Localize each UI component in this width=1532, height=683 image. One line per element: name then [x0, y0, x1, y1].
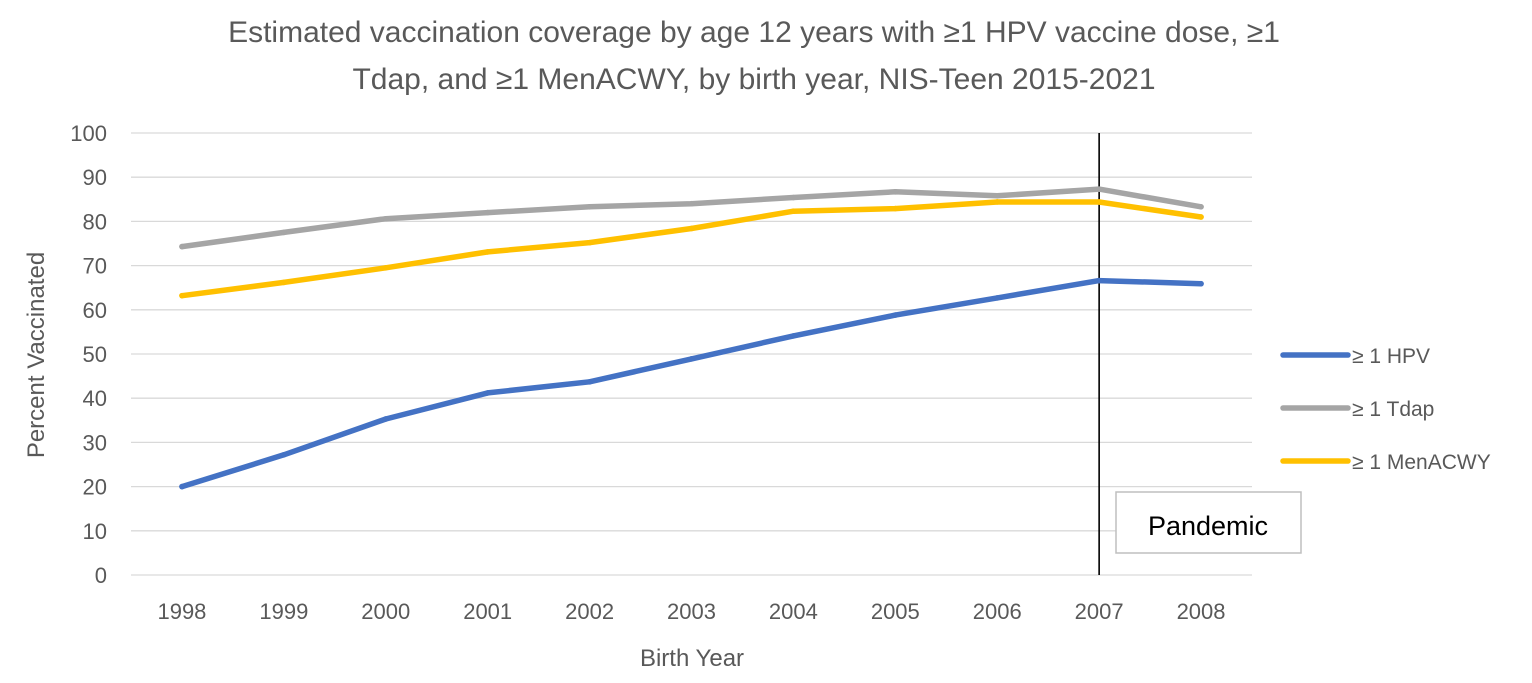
y-tick-label: 0	[95, 563, 107, 588]
data-point	[1096, 277, 1102, 284]
y-tick-label: 60	[83, 298, 107, 323]
data-point	[382, 215, 389, 222]
data-point	[790, 208, 797, 215]
x-axis-ticks: 1998 1999 2000 2001 2002 2003 2004 2005 2006 2007…	[157, 599, 1225, 624]
y-tick-label: 50	[83, 342, 107, 367]
y-tick-label: 30	[83, 430, 107, 455]
data-point	[1096, 199, 1102, 205]
data-point	[586, 379, 593, 385]
x-tick-label: 2008	[1177, 599, 1226, 624]
data-point	[179, 292, 185, 299]
y-tick-label: 10	[83, 519, 107, 544]
data-point	[790, 194, 797, 201]
data-point	[586, 239, 593, 246]
series-line-0	[179, 277, 1204, 490]
legend-label: ≥ 1 Tdap	[1352, 398, 1434, 421]
x-tick-label: 2005	[871, 599, 920, 624]
legend-label: ≥ 1 MenACWY	[1352, 451, 1491, 474]
data-point	[382, 265, 389, 271]
y-tick-label: 100	[70, 121, 107, 146]
data-point	[892, 205, 899, 212]
data-point	[688, 356, 695, 362]
pandemic-label: Pandemic	[1148, 511, 1268, 541]
data-point	[688, 200, 695, 207]
data-point	[1198, 214, 1204, 220]
data-point	[382, 416, 389, 422]
y-axis-ticks: 0 10 20 30 40 50 60 70 80 90 100	[70, 121, 107, 588]
data-point	[281, 451, 287, 458]
y-tick-label: 80	[83, 209, 107, 234]
series-line-2	[179, 199, 1204, 299]
data-point	[484, 249, 491, 255]
data-point	[1096, 186, 1102, 192]
data-point	[484, 209, 491, 216]
data-point	[1198, 280, 1204, 287]
data-point	[484, 390, 491, 396]
x-tick-label: 2002	[565, 599, 614, 624]
data-point	[994, 199, 1001, 205]
y-tick-label: 20	[83, 475, 107, 500]
x-tick-label: 2003	[667, 599, 716, 624]
legend-label: ≥ 1 HPV	[1352, 345, 1430, 368]
x-axis-title: Birth Year	[640, 645, 744, 672]
x-tick-label: 2007	[1075, 599, 1124, 624]
data-point	[892, 188, 899, 195]
x-tick-label: 2000	[361, 599, 410, 624]
chart-title-line-1: Estimated vaccination coverage by age 12…	[228, 16, 1280, 49]
x-tick-label: 1998	[157, 599, 206, 624]
x-tick-label: 2006	[973, 599, 1022, 624]
data-point	[790, 333, 797, 339]
pandemic-label-box	[1115, 491, 1302, 554]
data-point	[1198, 204, 1204, 210]
gridlines	[131, 132, 1252, 576]
data-point	[281, 279, 287, 286]
chart-title-line-2: Tdap, and ≥1 MenACWY, by birth year, NIS…	[352, 63, 1155, 96]
y-tick-label: 70	[83, 254, 107, 279]
legend: ≥ 1 HPV ≥ 1 Tdap ≥ 1 MenACWY	[1280, 345, 1491, 474]
data-point	[688, 225, 695, 232]
data-point	[994, 295, 1001, 301]
data-point	[179, 243, 185, 250]
data-point	[179, 483, 185, 490]
y-axis-title: Percent Vaccinated	[23, 252, 50, 458]
data-point	[994, 192, 1001, 199]
pandemic-annotation: Pandemic	[1098, 133, 1302, 575]
y-tick-label: 90	[83, 165, 107, 190]
x-tick-label: 2001	[463, 599, 512, 624]
series-lines	[179, 186, 1204, 490]
series-line-1	[179, 186, 1204, 250]
data-point	[281, 229, 287, 236]
data-point	[586, 204, 593, 210]
x-tick-label: 1999	[259, 599, 308, 624]
data-point	[892, 312, 899, 318]
x-tick-label: 2004	[769, 599, 818, 624]
y-tick-label: 40	[83, 386, 107, 411]
